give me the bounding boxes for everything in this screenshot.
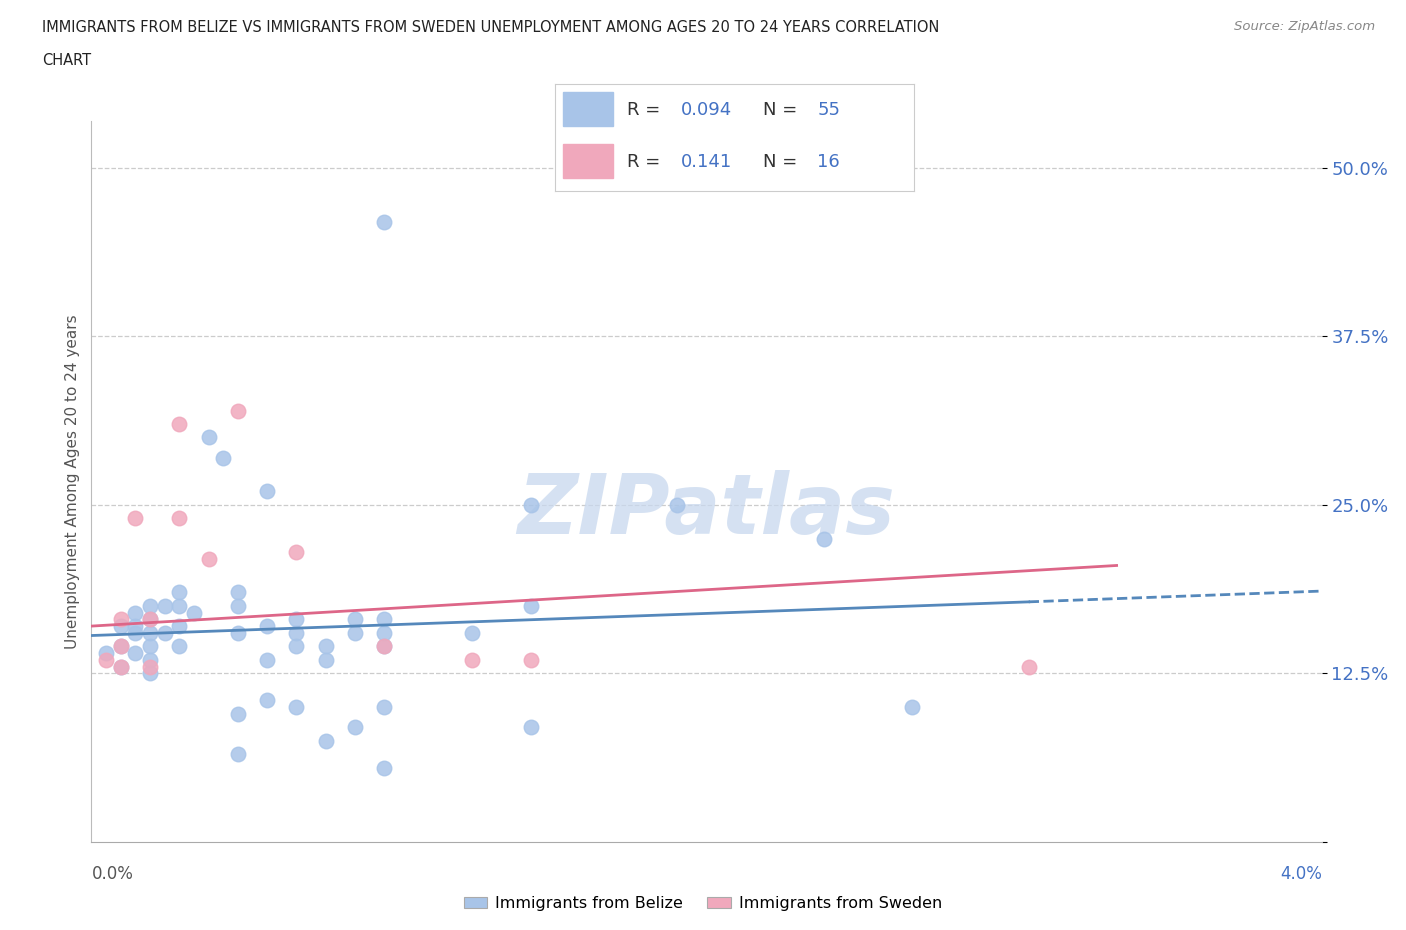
Point — [110, 659, 132, 674]
Point — [285, 639, 308, 654]
Legend: Immigrants from Belize, Immigrants from Sweden: Immigrants from Belize, Immigrants from … — [457, 890, 949, 917]
Point — [343, 625, 366, 640]
Text: 16: 16 — [817, 153, 839, 171]
Text: 0.094: 0.094 — [681, 101, 733, 119]
Point — [226, 585, 249, 600]
Point — [94, 652, 117, 667]
Point — [169, 511, 191, 525]
Point — [813, 531, 835, 546]
Point — [110, 659, 132, 674]
Point — [461, 625, 484, 640]
Point — [315, 639, 337, 654]
Text: 0.141: 0.141 — [681, 153, 733, 171]
Point — [285, 625, 308, 640]
Point — [226, 706, 249, 721]
Point — [110, 612, 132, 627]
Text: CHART: CHART — [42, 53, 91, 68]
Point — [461, 652, 484, 667]
Text: IMMIGRANTS FROM BELIZE VS IMMIGRANTS FROM SWEDEN UNEMPLOYMENT AMONG AGES 20 TO 2: IMMIGRANTS FROM BELIZE VS IMMIGRANTS FRO… — [42, 20, 939, 35]
Point — [139, 652, 162, 667]
Point — [285, 545, 308, 560]
Point — [519, 652, 541, 667]
Text: ZIPatlas: ZIPatlas — [517, 470, 896, 551]
Point — [226, 598, 249, 613]
Point — [124, 605, 146, 620]
Point — [124, 645, 146, 660]
Point — [169, 585, 191, 600]
Point — [666, 498, 689, 512]
Point — [373, 760, 395, 775]
Point — [285, 612, 308, 627]
Point — [139, 612, 162, 627]
Point — [373, 215, 395, 230]
Point — [519, 498, 541, 512]
Bar — [562, 143, 613, 178]
Point — [226, 403, 249, 418]
Text: N =: N = — [763, 153, 803, 171]
Point — [256, 693, 278, 708]
Point — [373, 639, 395, 654]
Point — [139, 659, 162, 674]
Point — [212, 450, 235, 465]
Point — [110, 618, 132, 633]
Y-axis label: Unemployment Among Ages 20 to 24 years: Unemployment Among Ages 20 to 24 years — [65, 314, 80, 648]
Text: Source: ZipAtlas.com: Source: ZipAtlas.com — [1234, 20, 1375, 33]
Point — [110, 639, 132, 654]
Point — [373, 625, 395, 640]
Point — [183, 605, 205, 620]
Text: 55: 55 — [817, 101, 841, 119]
Point — [197, 551, 219, 566]
Text: 4.0%: 4.0% — [1279, 865, 1322, 884]
Point — [197, 430, 219, 445]
Point — [373, 612, 395, 627]
Point — [153, 625, 176, 640]
Point — [226, 747, 249, 762]
Point — [139, 598, 162, 613]
Point — [169, 639, 191, 654]
Point — [139, 666, 162, 681]
Point — [169, 598, 191, 613]
Point — [519, 720, 541, 735]
Point — [373, 699, 395, 714]
Point — [256, 618, 278, 633]
Text: R =: R = — [627, 153, 672, 171]
Point — [1018, 659, 1040, 674]
Point — [169, 618, 191, 633]
Point — [94, 645, 117, 660]
Point — [343, 612, 366, 627]
Point — [256, 652, 278, 667]
Text: 0.0%: 0.0% — [91, 865, 134, 884]
Point — [315, 733, 337, 748]
Point — [139, 625, 162, 640]
Point — [139, 612, 162, 627]
Point — [124, 625, 146, 640]
Point — [519, 598, 541, 613]
Point — [285, 699, 308, 714]
Bar — [562, 92, 613, 126]
Point — [256, 484, 278, 498]
Point — [124, 511, 146, 525]
Text: R =: R = — [627, 101, 666, 119]
Point — [343, 720, 366, 735]
Point — [226, 625, 249, 640]
Point — [169, 417, 191, 432]
Point — [139, 639, 162, 654]
Point — [110, 639, 132, 654]
Text: N =: N = — [763, 101, 803, 119]
Point — [373, 639, 395, 654]
Point — [900, 699, 922, 714]
Point — [124, 618, 146, 633]
Point — [153, 598, 176, 613]
Point — [315, 652, 337, 667]
